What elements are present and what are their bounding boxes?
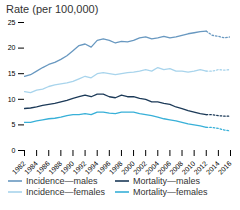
svg-text:2000: 2000 — [119, 159, 136, 176]
html-text:Incidence—males: Incidence—males — [26, 176, 98, 186]
svg-text:1992: 1992 — [71, 159, 88, 176]
svg-text:0: 0 — [12, 147, 16, 154]
svg-text:1998: 1998 — [107, 159, 124, 176]
svg-text:1984: 1984 — [22, 159, 39, 176]
svg-text:1990: 1990 — [59, 159, 76, 176]
html-text:Rate (per 100,000): Rate (per 100,000) — [6, 3, 99, 15]
svg-text:1994: 1994 — [83, 159, 100, 176]
svg-text:2010: 2010 — [180, 159, 197, 176]
svg-text:2002: 2002 — [132, 159, 148, 176]
html-text:Mortality—females: Mortality—females — [133, 187, 208, 197]
svg-text:25: 25 — [8, 19, 16, 26]
svg-text:10: 10 — [8, 96, 16, 103]
svg-text:1982: 1982 — [10, 159, 27, 176]
svg-text:5: 5 — [12, 121, 16, 128]
svg-text:1986: 1986 — [35, 159, 51, 176]
svg-text:1988: 1988 — [47, 159, 64, 176]
svg-text:1996: 1996 — [95, 159, 112, 176]
svg-text:2004: 2004 — [144, 159, 161, 176]
svg-text:2008: 2008 — [168, 159, 185, 176]
svg-text:2014: 2014 — [204, 159, 221, 176]
svg-text:2006: 2006 — [156, 159, 173, 176]
html-text:Incidence—females: Incidence—females — [26, 187, 105, 197]
svg-text:15: 15 — [8, 70, 16, 77]
svg-text:20: 20 — [8, 44, 16, 51]
svg-text:2012: 2012 — [192, 159, 209, 176]
svg-text:2016: 2016 — [217, 160, 233, 176]
html-text:Mortality—males: Mortality—males — [133, 176, 201, 186]
